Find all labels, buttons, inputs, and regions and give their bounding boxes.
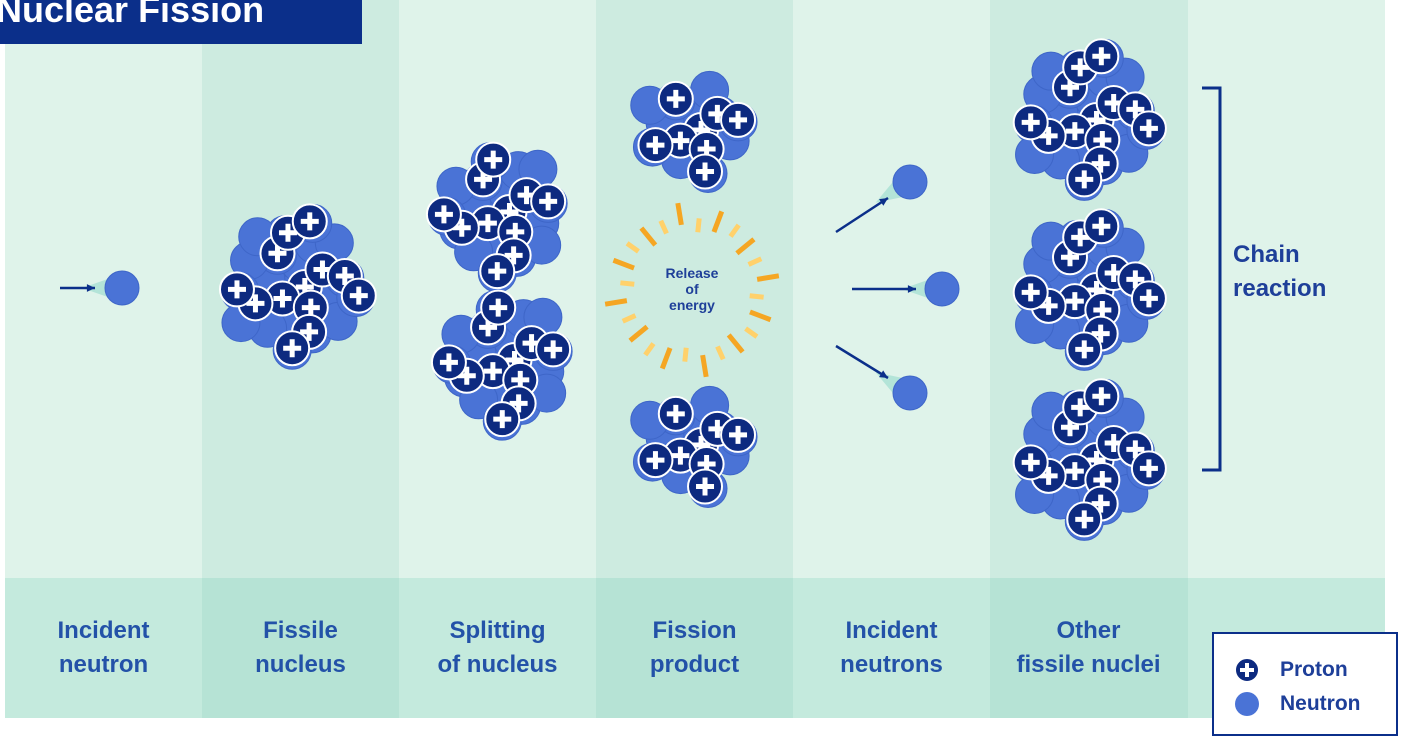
energy-label: Release of energy [642,265,742,313]
energy-ray [678,203,682,225]
neutron [893,165,927,199]
legend: Proton Neutron [1212,632,1398,736]
column-label: Other fissile nuclei [990,614,1187,682]
neutron [893,376,927,410]
energy-ray [620,283,634,284]
neutron [105,271,139,305]
legend-icons [1214,634,1274,734]
energy-ray [703,355,707,377]
page: Nuclear Fission Incident neutron Fissile… [0,0,1402,740]
chain-label: Chain reaction [1233,238,1326,306]
title: Nuclear Fission [0,0,362,44]
column-label: Splitting of nucleus [399,614,596,682]
energy-ray [605,301,627,305]
column-label: Fission product [596,614,793,682]
column-label: Incident neutron [5,614,202,682]
neutron [925,272,959,306]
energy-ray [750,296,764,297]
column-label: Fissile nucleus [202,614,399,682]
energy-ray [757,276,779,280]
energy-ray [685,348,686,362]
neutron-icon [1235,692,1259,716]
legend-label: Neutron [1280,692,1361,716]
column-label: Incident neutrons [793,614,990,682]
energy-ray [698,218,699,232]
legend-label: Proton [1280,658,1348,682]
